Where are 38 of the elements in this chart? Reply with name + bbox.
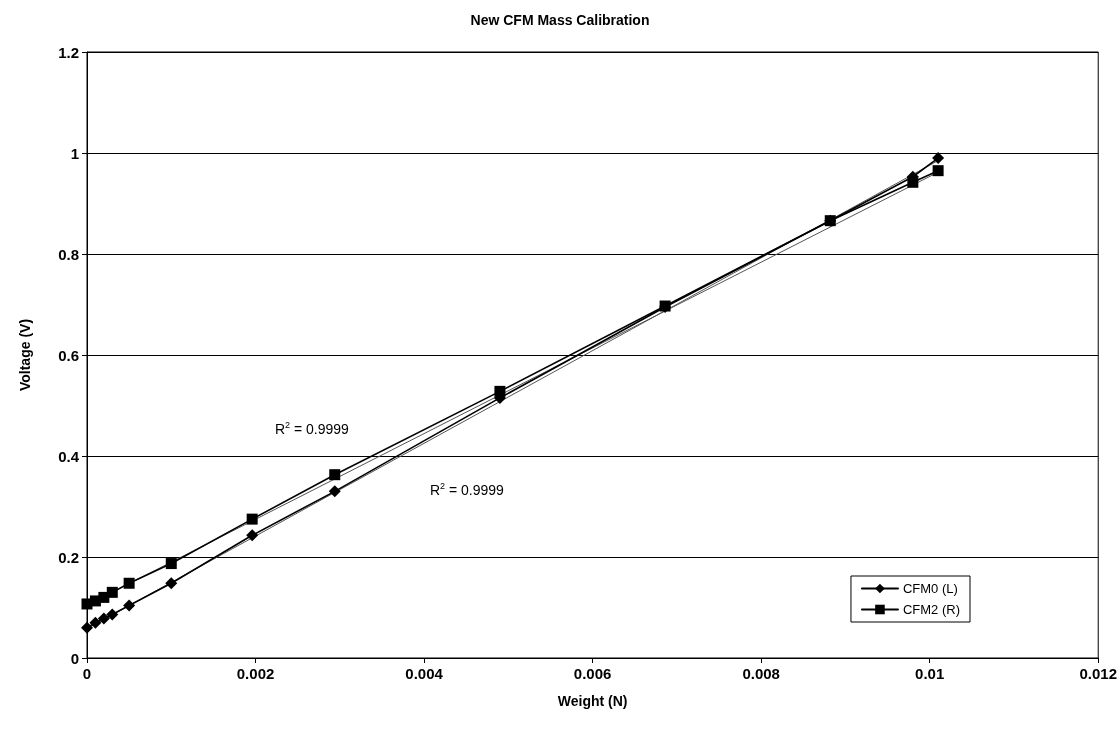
x-tick-label: 0.008 xyxy=(742,665,780,682)
point xyxy=(824,215,836,227)
x-tick-label: 0.002 xyxy=(236,665,275,682)
y-axis-title: Voltage (V) xyxy=(17,318,33,392)
point xyxy=(98,591,110,603)
y-tick-label: 0.2 xyxy=(58,548,79,566)
point xyxy=(123,599,136,612)
x-tick-label: 0.004 xyxy=(405,665,444,682)
point xyxy=(165,558,177,570)
y-tick-label: 0.8 xyxy=(58,245,79,263)
point xyxy=(97,612,110,625)
point xyxy=(106,586,118,598)
x-tick-label: 0.01 xyxy=(915,665,945,682)
point xyxy=(165,577,178,590)
point xyxy=(932,152,945,165)
point xyxy=(81,621,93,634)
point xyxy=(329,469,341,481)
y-tick-label: 1 xyxy=(70,144,79,162)
legend-label: CFM2 (R) xyxy=(902,602,960,617)
point xyxy=(932,165,944,177)
point xyxy=(246,529,259,542)
point xyxy=(907,176,919,188)
point xyxy=(246,513,258,525)
y-tick-label: 0.6 xyxy=(58,346,79,364)
point xyxy=(328,485,341,498)
x-tick-label: 0.006 xyxy=(573,665,612,682)
x-tick-label: 0.012 xyxy=(1079,665,1118,682)
y-tick-label: 0.4 xyxy=(58,447,80,465)
y-tick-label: 0 xyxy=(70,649,79,667)
point xyxy=(123,577,135,589)
point xyxy=(106,608,119,621)
legend-label: CFM0 (L) xyxy=(902,581,958,596)
x-tick-label: 0 xyxy=(82,665,92,682)
point xyxy=(89,616,102,629)
chart-title: New CFM Mass Calibration xyxy=(470,12,650,28)
point xyxy=(494,385,506,397)
y-tick-label: 1.2 xyxy=(58,43,79,61)
x-axis-title: Weight (N) xyxy=(557,693,628,709)
